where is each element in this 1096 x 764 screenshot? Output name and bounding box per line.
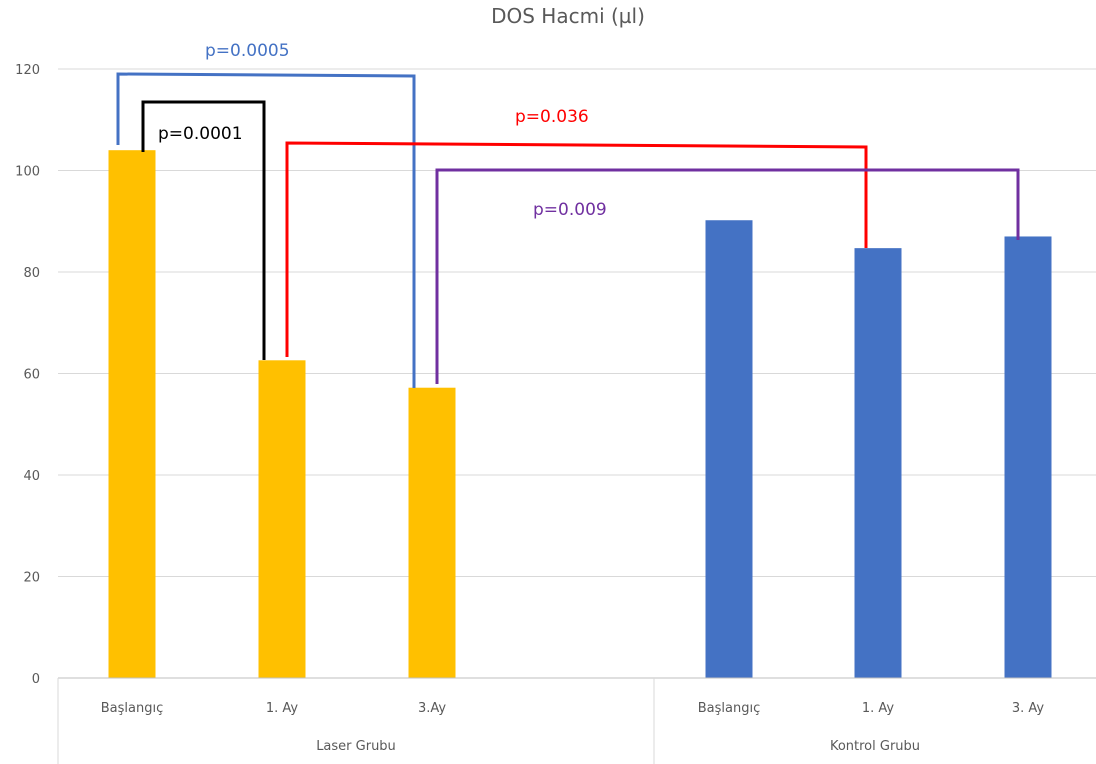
group-label: Laser Grubu: [316, 739, 396, 754]
x-category-label: 3.Ay: [418, 701, 446, 716]
bar: [408, 387, 456, 678]
y-tick-label: 40: [23, 469, 40, 484]
bracket-purple: [435, 168, 1020, 384]
significance-brackets: [116, 72, 1020, 388]
gridlines: 0 20 40 60 80 100 120: [15, 63, 1096, 687]
p-value-label-purple: p=0.009: [533, 200, 607, 220]
bracket-black: [141, 100, 266, 360]
x-category-label: 1. Ay: [862, 701, 895, 716]
x-category-label: 1. Ay: [266, 701, 299, 716]
bracket-red: [285, 141, 868, 357]
y-tick-label: 60: [23, 368, 40, 383]
x-axis: Başlangıç 1. Ay 3.Ay Laser Grubu Başlangıç 1.…: [57, 677, 1096, 764]
bar: [108, 150, 156, 678]
y-tick-label: 20: [23, 571, 40, 586]
bar: [705, 220, 753, 679]
y-tick-label: 80: [23, 266, 40, 281]
y-tick-label: 120: [15, 63, 40, 78]
x-category-label: Başlangıç: [698, 701, 761, 716]
p-value-labels: p=0.0005 p=0.0001 p=0.036 p=0.009: [158, 41, 607, 220]
group-label: Kontrol Grubu: [830, 739, 920, 754]
p-value-label-red: p=0.036: [515, 107, 589, 127]
bar: [854, 248, 902, 678]
p-value-label-blue: p=0.0005: [205, 41, 290, 61]
p-value-label-black: p=0.0001: [158, 124, 243, 144]
x-category-label: Başlangıç: [101, 701, 164, 716]
bars: [108, 150, 1052, 679]
y-tick-label: 0: [32, 672, 40, 687]
x-category-label: 3. Ay: [1012, 701, 1045, 716]
chart-title: DOS Hacmi (µl): [491, 4, 645, 28]
y-tick-label: 100: [15, 165, 40, 180]
bracket-blue: [116, 72, 416, 388]
bar: [258, 360, 306, 678]
bar: [1004, 236, 1052, 678]
